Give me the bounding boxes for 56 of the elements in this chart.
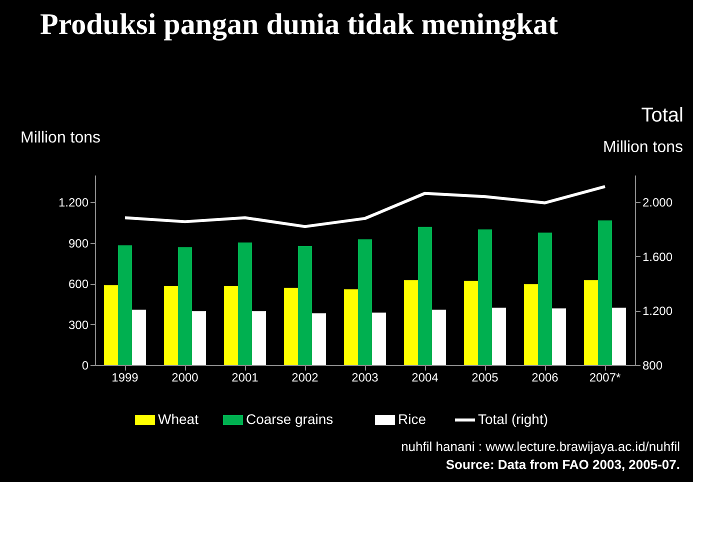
y-tick-label: 600: [68, 277, 89, 292]
x-tick-label: 2003: [352, 370, 379, 384]
bar: [478, 229, 492, 365]
y2-tick-label: 800: [642, 358, 663, 372]
bar: [464, 280, 478, 365]
y-tick-label: 0: [82, 358, 89, 372]
bar: [284, 288, 298, 365]
bar: [612, 308, 626, 365]
x-tick-label: 2000: [172, 370, 199, 384]
bar: [178, 247, 192, 365]
bar: [104, 285, 118, 365]
bar: [492, 308, 506, 365]
legend-label: Coarse grains: [246, 411, 334, 427]
x-tick-label: 2004: [412, 370, 439, 384]
bar: [552, 308, 566, 365]
chart-title: Produksi pangan dunia tidak meningkat: [40, 8, 558, 41]
y-tick-label: 1.200: [58, 196, 89, 210]
bar: [344, 289, 358, 365]
bar: [164, 286, 178, 365]
y-axis-title: Million tons: [20, 130, 101, 146]
legend-label: Rice: [398, 411, 426, 427]
y-tick-label: 900: [68, 236, 89, 250]
bar: [192, 311, 206, 365]
bar: [298, 246, 312, 365]
bar: [132, 310, 146, 365]
y-tick-label: 300: [68, 318, 89, 332]
bar: [118, 245, 132, 365]
y2-axis-title: Total: [641, 104, 684, 126]
bar: [584, 280, 598, 365]
bar: [224, 286, 238, 365]
y2-tick-label: 2.000: [642, 196, 673, 210]
line-series: [124, 185, 606, 228]
legend-label: Total (right): [478, 411, 548, 427]
bar: [432, 310, 446, 365]
x-tick-label: 2002: [292, 370, 319, 384]
y2-tick-label: 1.200: [642, 304, 673, 318]
bar: [524, 284, 538, 365]
bar: [418, 226, 432, 365]
bar: [404, 280, 418, 365]
x-tick-label: 1999: [112, 370, 139, 384]
bar: [358, 239, 372, 365]
legend-label: Wheat: [158, 411, 199, 427]
bar: [372, 312, 386, 365]
bar: [312, 313, 326, 365]
bar: [252, 311, 266, 365]
x-tick-label: 2001: [232, 370, 259, 384]
y2-tick-label: 1.600: [642, 250, 673, 264]
text: Million tons: [602, 139, 683, 156]
bar: [538, 232, 552, 365]
bar: [238, 242, 252, 365]
source-note: Source: Data from FAO 2003, 2005-07.: [446, 457, 680, 472]
text: nuhfil hanani : www.lecture.brawijaya.ac.id/nuhfil: [401, 439, 680, 454]
bar: [598, 220, 612, 365]
x-tick-label: 2006: [532, 370, 559, 384]
x-tick-label: 2007*: [589, 370, 622, 384]
x-tick-label: 2005: [472, 370, 499, 384]
